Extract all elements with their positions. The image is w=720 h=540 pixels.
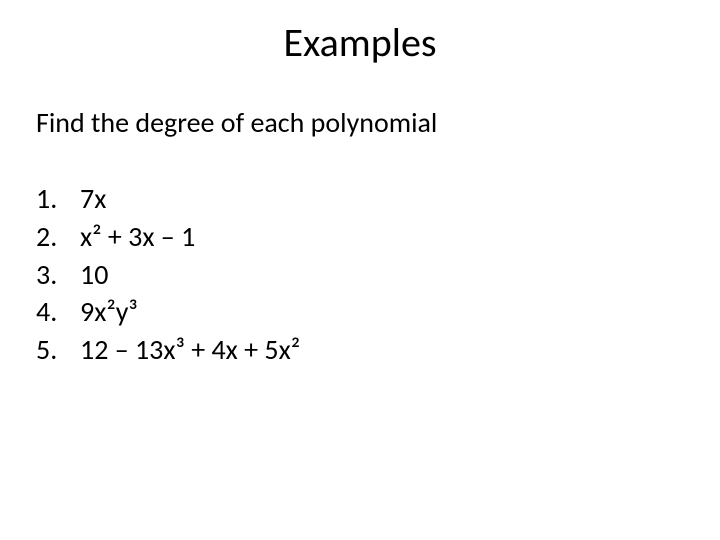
list-item-text: 9x²y³: [80, 293, 720, 331]
list-item: 4. 9x²y³: [36, 293, 720, 331]
list-item: 3. 10: [36, 256, 720, 294]
slide-subtitle: Find the degree of each polynomial: [0, 77, 720, 140]
list-item: 2. x² + 3x – 1: [36, 218, 720, 256]
list-item: 5. 12 – 13x³ + 4x + 5x²: [36, 331, 720, 369]
list-item-text: 12 – 13x³ + 4x + 5x²: [80, 331, 720, 369]
list-item-number: 1.: [36, 180, 80, 218]
list-item: 1. 7x: [36, 180, 720, 218]
list-item-text: x² + 3x – 1: [80, 218, 720, 256]
list-item-number: 5.: [36, 331, 80, 369]
polynomial-list: 1. 7x 2. x² + 3x – 1 3. 10 4. 9x²y³ 5. 1…: [0, 140, 720, 369]
slide: Examples Find the degree of each polynom…: [0, 0, 720, 540]
list-item-number: 3.: [36, 256, 80, 294]
list-item-number: 2.: [36, 218, 80, 256]
list-item-number: 4.: [36, 293, 80, 331]
list-item-text: 10: [80, 256, 720, 294]
list-item-text: 7x: [80, 180, 720, 218]
slide-title: Examples: [0, 0, 720, 77]
